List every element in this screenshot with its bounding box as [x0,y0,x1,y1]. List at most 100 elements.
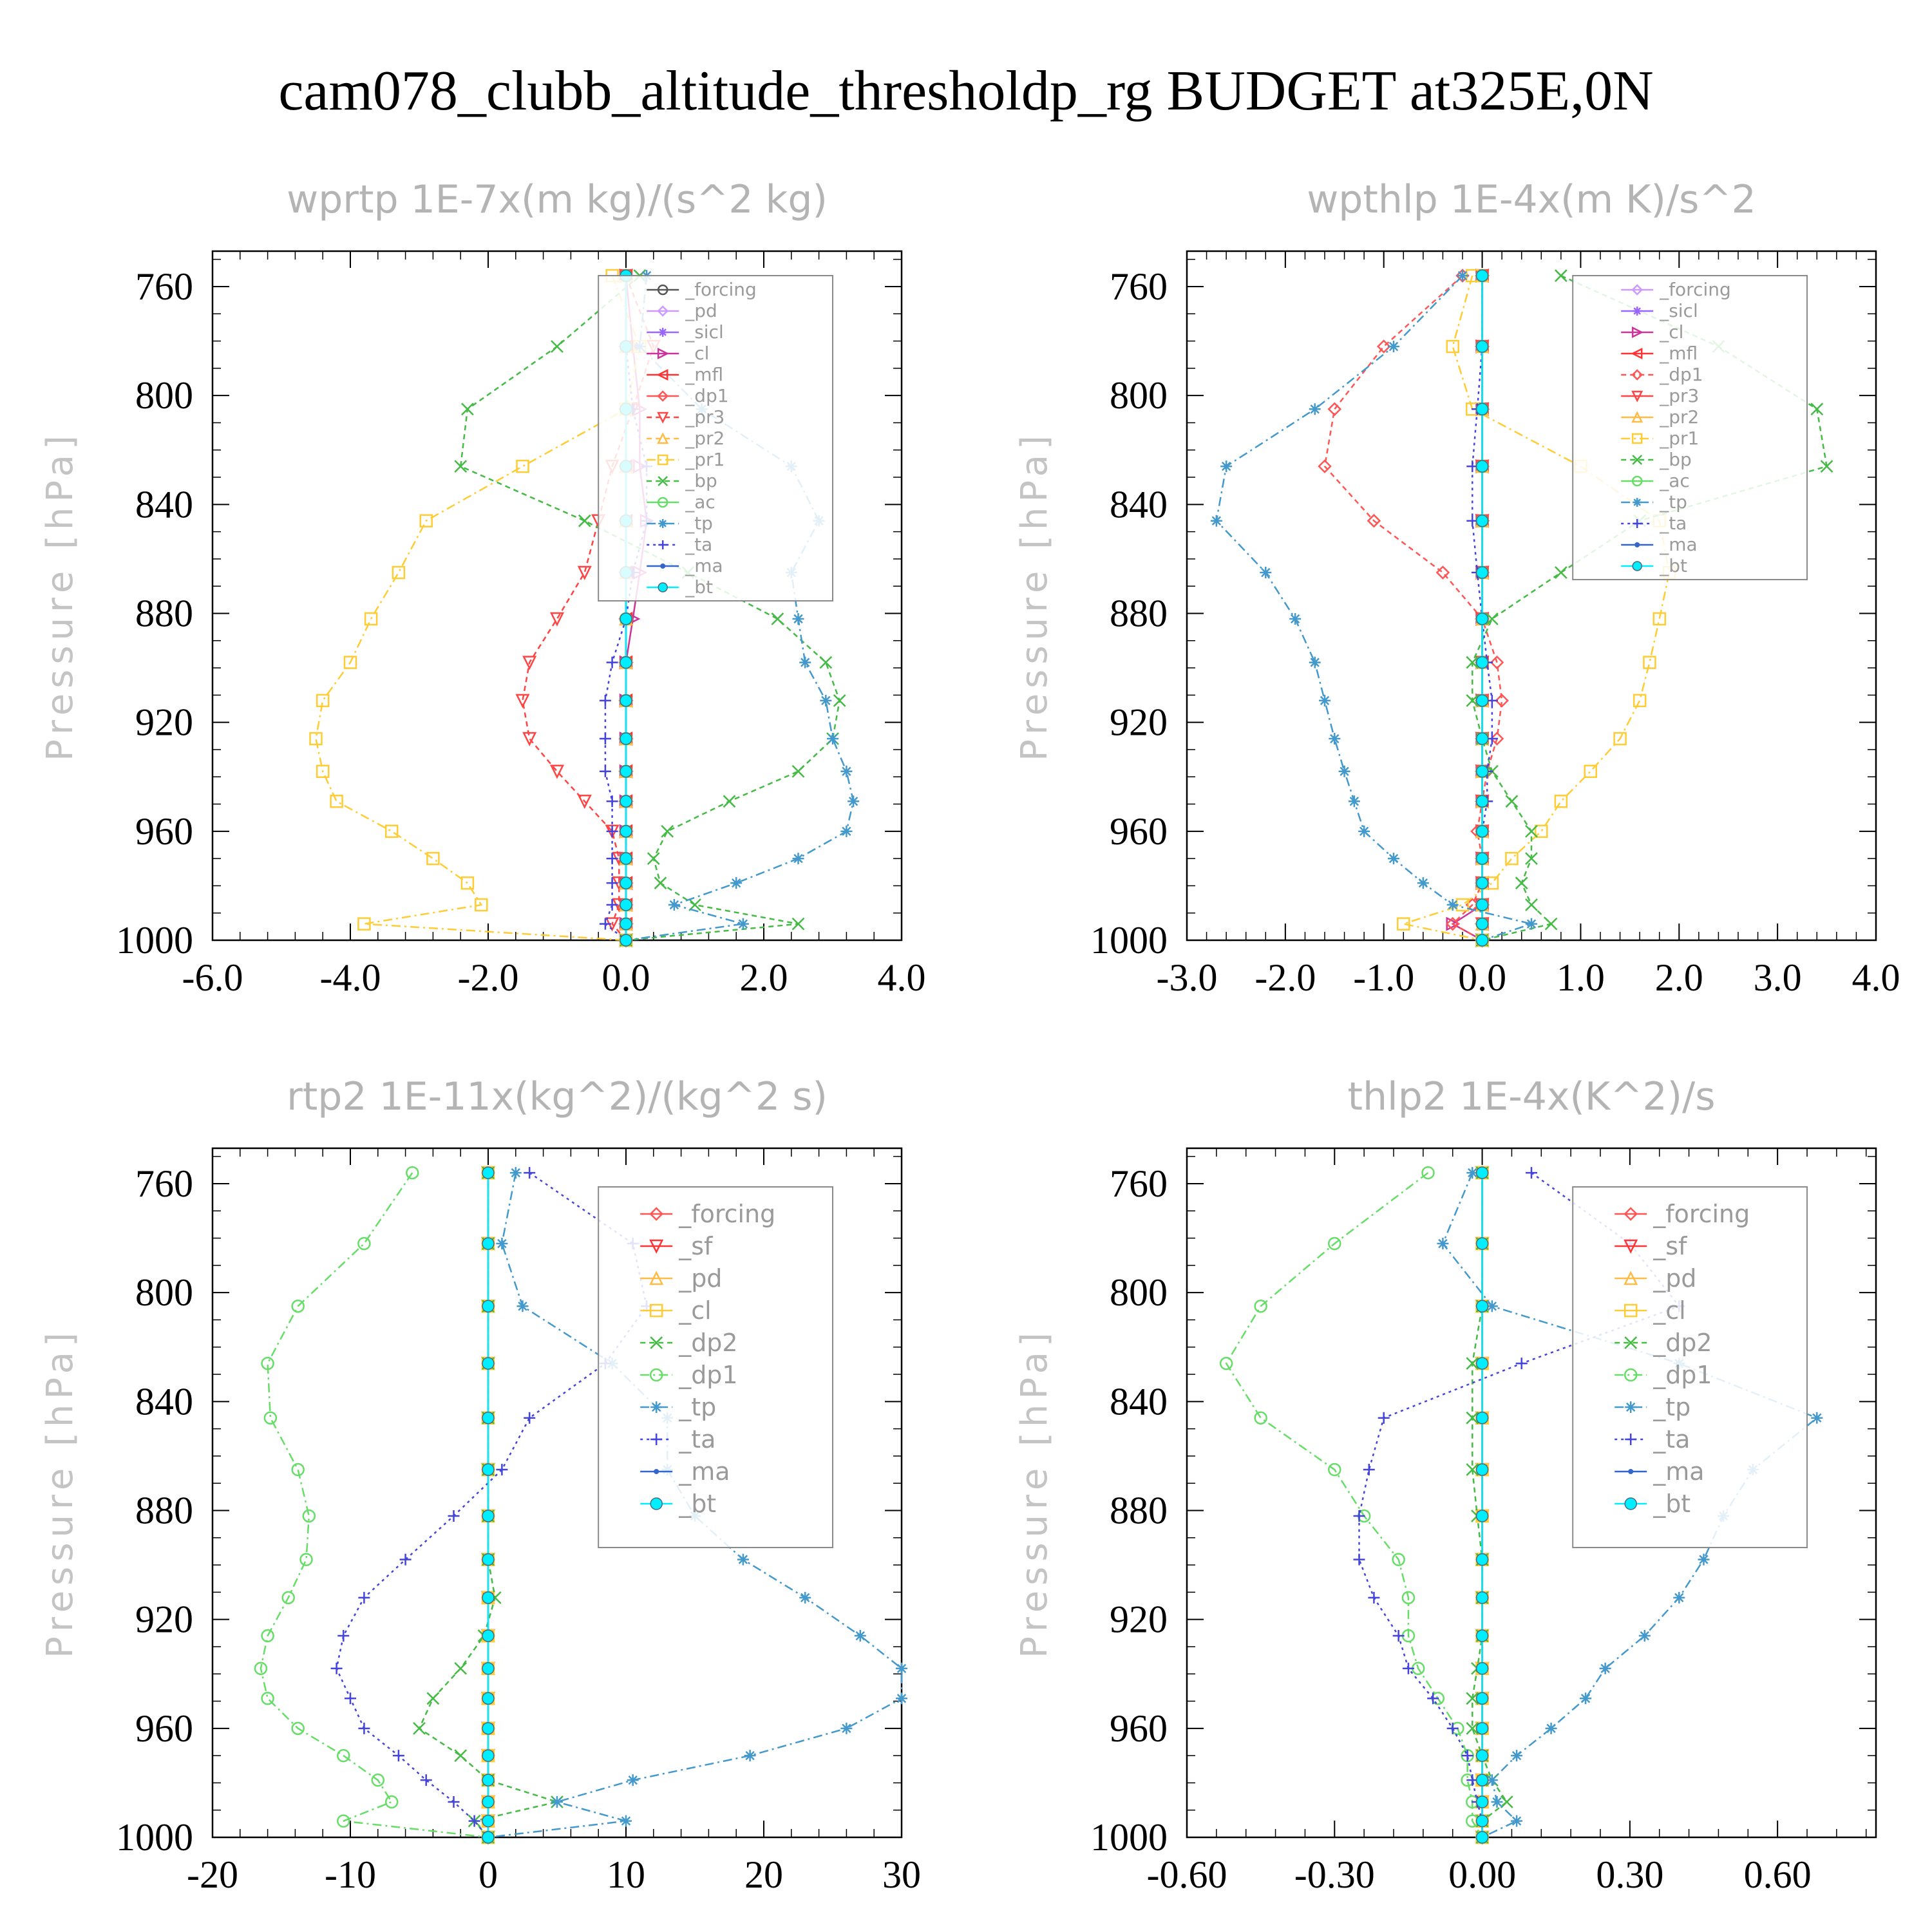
data-point [896,1692,907,1705]
data-point [345,1692,356,1705]
data-point [1486,1300,1498,1312]
y-tick-label: 840 [1110,1380,1168,1423]
data-point [496,1238,508,1250]
legend-label: _ma [1659,534,1697,555]
legend-label: _cl [685,343,709,364]
series-line [260,1172,489,1839]
data-point [1475,765,1489,778]
data-point [1505,795,1519,808]
y-tick-label: 960 [1110,810,1168,853]
data-point [820,694,832,706]
panel-title: rtp2 1E-11x(kg^2)/(kg^2 s) [287,1074,828,1119]
y-tick-label: 760 [135,1162,193,1205]
data-point [515,694,530,708]
data-point [1368,1591,1380,1604]
data-point [1318,459,1332,473]
legend-label: _ta [1653,1425,1690,1454]
series-line [459,275,840,942]
data-point [1367,513,1381,528]
y-tick-label: 800 [1110,374,1168,417]
legend-label: _dp1 [1659,364,1703,385]
data-point [848,795,860,808]
y-tick-label: 880 [1110,592,1168,634]
legend-label: _ma [678,1457,730,1486]
data-point [1289,612,1302,625]
y-tick-label: 760 [1110,265,1168,308]
legend-label: _forcing [1653,1200,1750,1228]
data-point [482,1411,495,1425]
data-point [1810,402,1824,416]
data-point [1210,515,1222,527]
data-point [1446,899,1459,911]
legend-label: _pr3 [1659,385,1699,406]
data-point [1485,612,1499,625]
data-point [454,1749,468,1763]
y-axis-label: Pressure [hPa] [1014,1327,1056,1658]
y-tick-label: 920 [1110,701,1168,744]
legend-label: _sicl [1659,300,1698,321]
data-point [620,656,632,669]
data-point [1544,917,1558,931]
data-point [392,565,406,580]
x-tick-label: 0 [478,1853,498,1896]
legend-marker [657,412,669,424]
data-point [668,899,680,911]
legend: _forcing_sicl_cl_mfl_dp1_pr3_pr2_pr1_bp_… [1572,275,1808,580]
legend-marker [657,284,668,296]
series-bt [1475,1166,1489,1844]
series-dp1 [254,1166,495,1844]
data-point [1475,340,1489,353]
series-dp2 [1466,1166,1513,1844]
data-point [448,1510,460,1522]
legend-label: _ma [685,555,723,576]
series-line [1215,275,1535,942]
x-tick-label: -4.0 [320,956,381,999]
y-tick-label: 800 [1110,1271,1168,1314]
data-point [730,877,743,889]
data-point [371,1773,385,1787]
data-point [1446,339,1459,354]
y-tick-label: 1000 [116,919,193,961]
legend-marker [1631,475,1643,487]
series-line [1225,1172,1483,1838]
y-tick-label: 760 [1110,1162,1168,1205]
x-tick-label: 2.0 [1655,956,1703,999]
data-point [620,694,632,707]
series-line [488,1172,903,1839]
data-point [1475,1553,1489,1566]
data-point [1466,1411,1479,1425]
data-point [263,1411,278,1425]
legend-label: _pr2 [685,428,724,449]
y-tick-label: 840 [135,1380,193,1423]
data-point [599,694,611,706]
data-point [620,852,632,865]
data-point [1348,795,1360,808]
legend-marker [1633,519,1642,528]
data-point [1526,918,1537,930]
data-point [606,656,618,668]
data-point [1427,1692,1439,1705]
data-point [482,1749,495,1762]
legend-marker [1631,326,1643,339]
data-point [606,899,618,911]
data-point [1500,1795,1513,1808]
data-point [1475,934,1489,947]
data-point [522,656,537,670]
x-tick-label: 4.0 [878,956,926,999]
data-point [392,1750,404,1762]
legend-label: _ta [1659,513,1687,534]
legend-marker [649,1303,663,1318]
legend-label: _cl [1653,1296,1685,1325]
data-point [1328,1463,1341,1477]
x-tick-label: -0.30 [1294,1853,1375,1896]
legend-marker [657,390,668,402]
data-point [516,1300,529,1312]
y-tick-label: 800 [135,374,193,417]
series-line [1472,1173,1508,1837]
legend-label: _dp1 [1653,1361,1712,1389]
data-point [1545,1722,1557,1734]
data-point [1475,1411,1489,1425]
legend-marker [657,305,668,317]
data-point [482,1692,495,1705]
legend-label: _sf [678,1232,714,1260]
